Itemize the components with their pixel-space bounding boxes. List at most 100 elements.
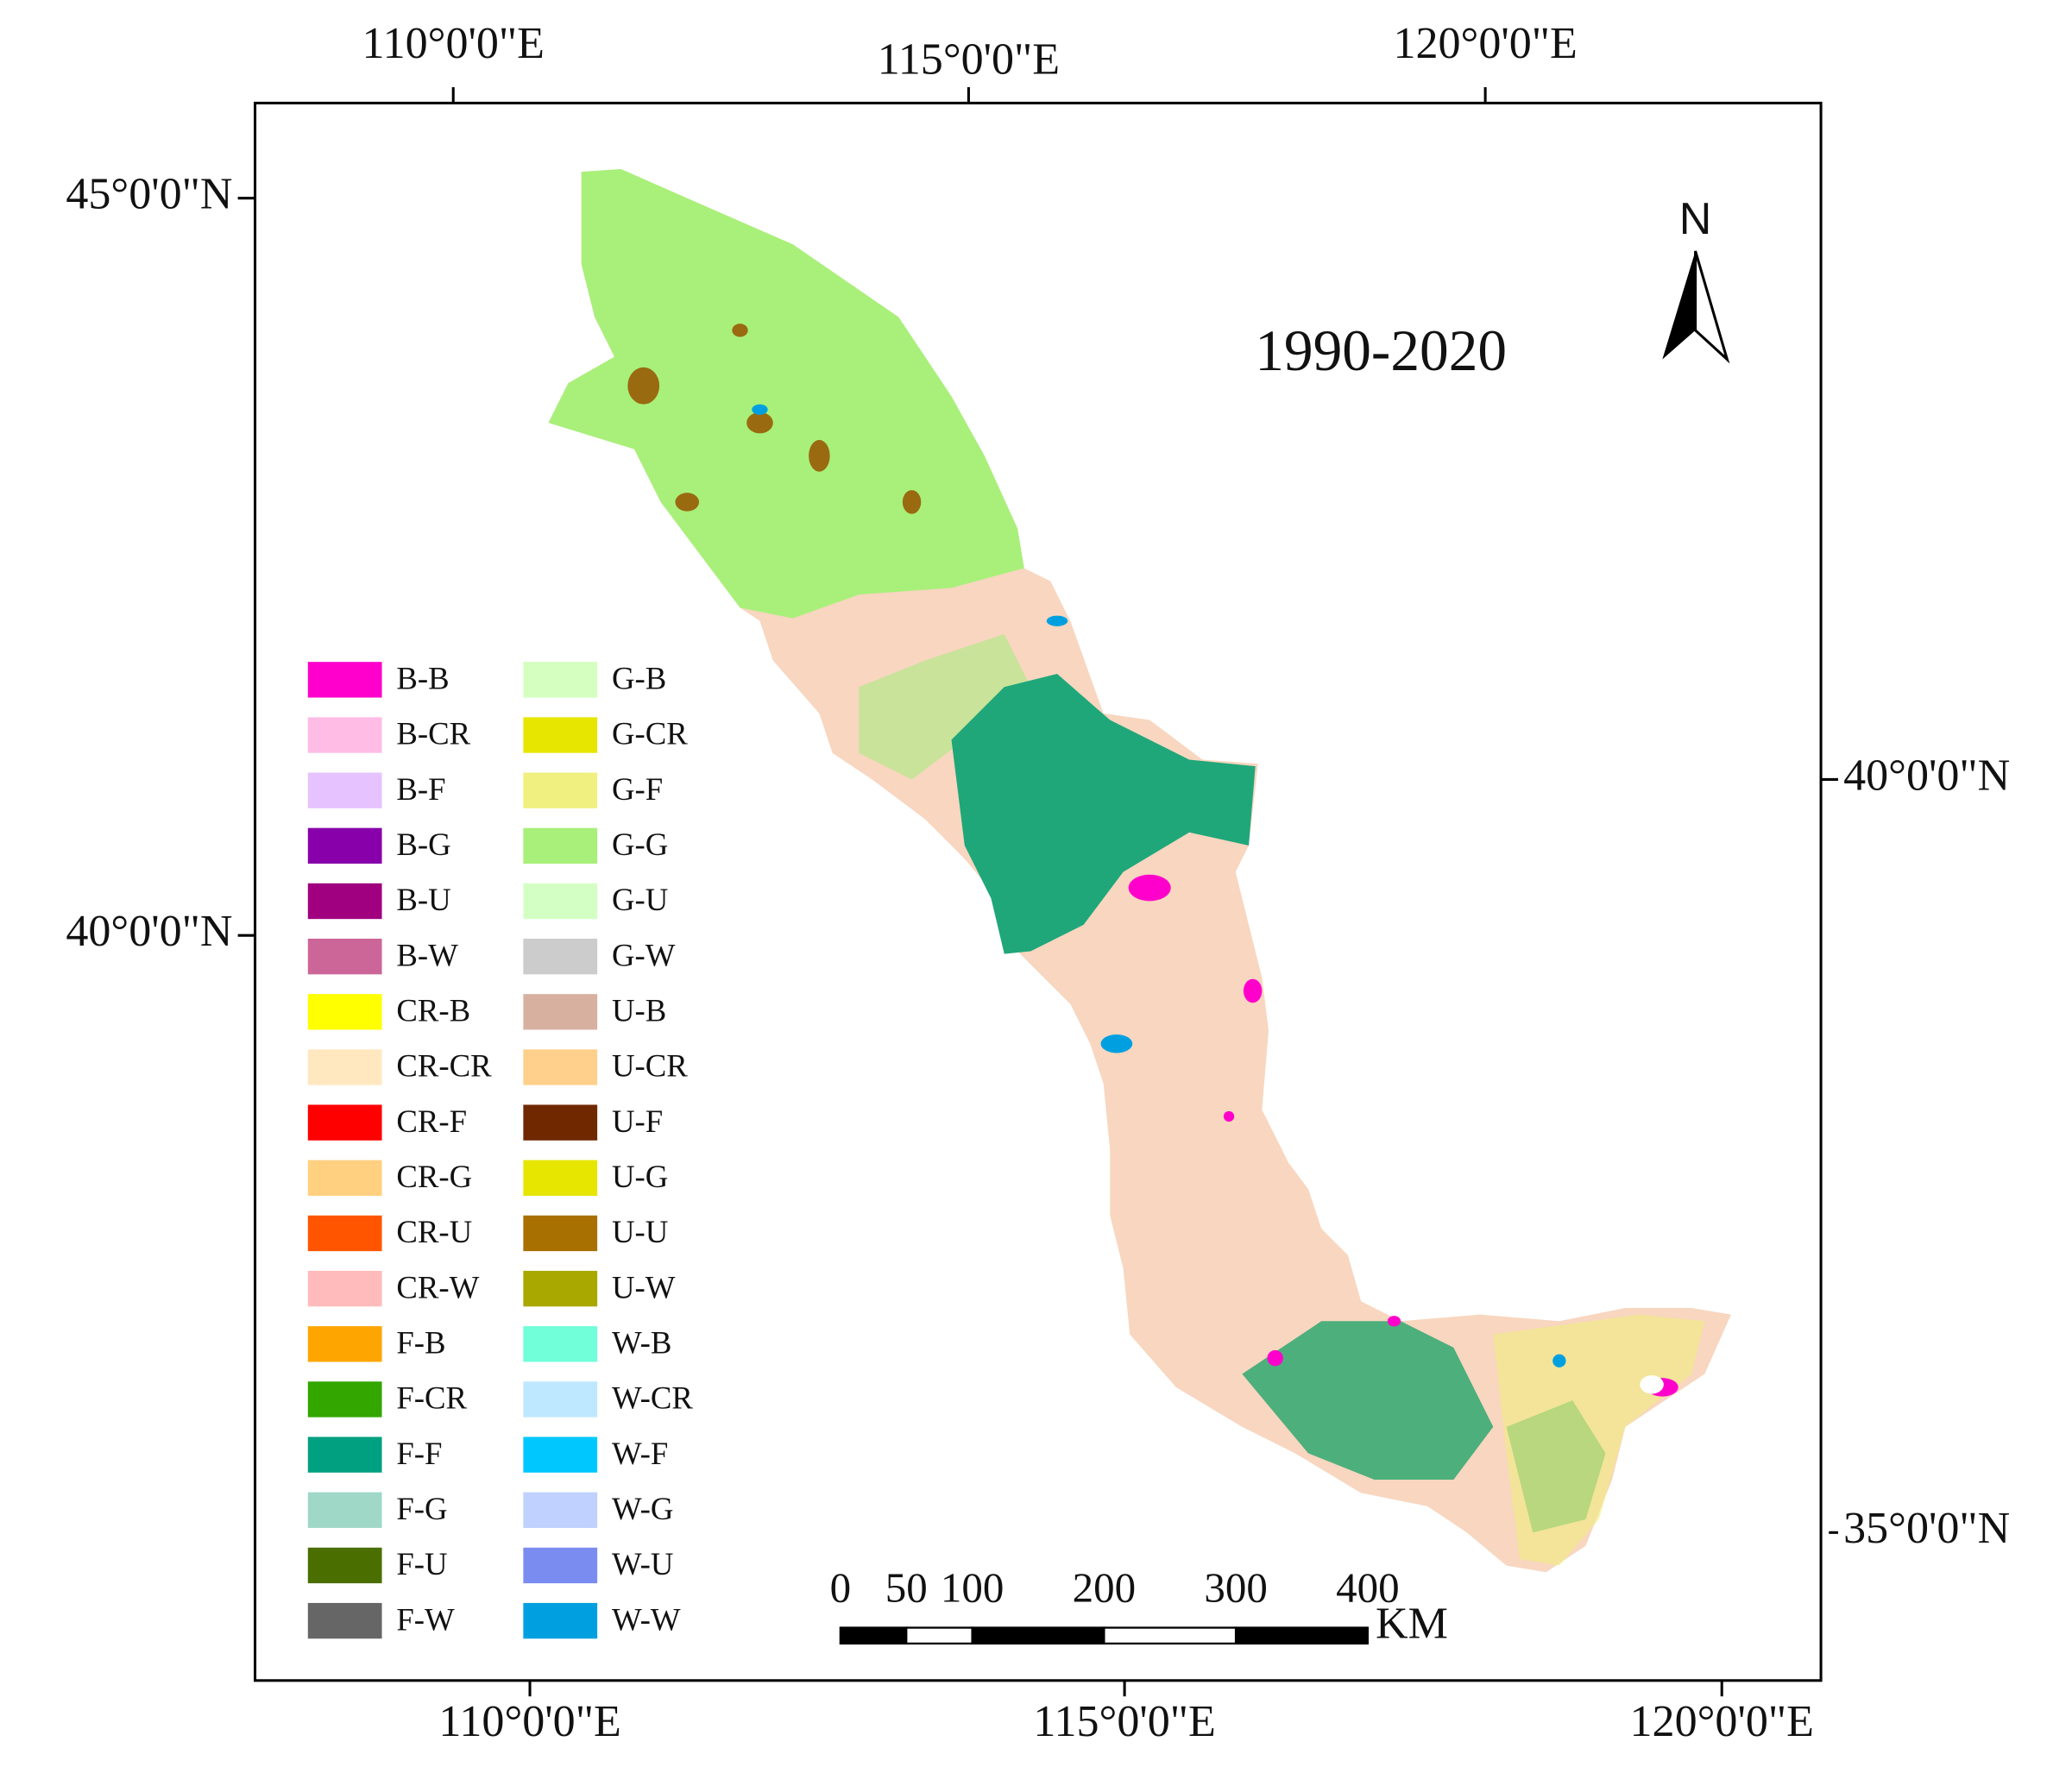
legend-swatch bbox=[307, 883, 382, 920]
legend-swatch bbox=[307, 1547, 382, 1584]
legend-label: G-G bbox=[612, 827, 668, 862]
legend-label: F-F bbox=[396, 1436, 442, 1471]
legend-swatch bbox=[307, 827, 382, 864]
forest-area bbox=[951, 673, 1256, 954]
legend-label: U-W bbox=[612, 1269, 676, 1305]
legend-swatch bbox=[307, 1437, 382, 1473]
legend-label: B-G bbox=[396, 827, 450, 862]
legend-label: W-F bbox=[612, 1436, 668, 1471]
legend-swatch bbox=[523, 827, 598, 864]
legend-swatch bbox=[523, 1104, 598, 1141]
legend-label: W-G bbox=[612, 1491, 673, 1526]
graticule-label: 110°0'0"E bbox=[438, 1697, 620, 1746]
legend-label: G-F bbox=[612, 771, 663, 807]
legend-swatch bbox=[523, 938, 598, 975]
legend-label: F-W bbox=[396, 1601, 455, 1637]
legend-swatch bbox=[307, 1381, 382, 1418]
north-arrow: N bbox=[1662, 194, 1730, 364]
legend-label: B-CR bbox=[396, 716, 470, 751]
legend-swatch bbox=[307, 1215, 382, 1252]
legend-swatch bbox=[523, 717, 598, 753]
legend-label: CR-W bbox=[396, 1269, 479, 1305]
scale-segment bbox=[1234, 1626, 1369, 1645]
map-title: 1990-2020 bbox=[1255, 318, 1507, 383]
legend-swatch bbox=[523, 994, 598, 1030]
legend-swatch bbox=[523, 1215, 598, 1252]
legend-label: B-U bbox=[396, 882, 450, 917]
legend-swatch bbox=[523, 1270, 598, 1307]
legend-swatch bbox=[523, 883, 598, 920]
legend-swatch bbox=[307, 1160, 382, 1196]
legend-swatch bbox=[307, 938, 382, 975]
legend-label: G-CR bbox=[612, 716, 688, 751]
graticule-label: 45°0'0"N bbox=[66, 170, 232, 219]
scale-label: 100 bbox=[941, 1563, 1004, 1611]
graticule-label: 120°0'0"E bbox=[1393, 19, 1577, 68]
legend-swatch bbox=[307, 1270, 382, 1307]
legend-label: CR-F bbox=[396, 1103, 467, 1139]
scale-label: 300 bbox=[1204, 1563, 1267, 1611]
arrow-right bbox=[1694, 250, 1730, 364]
legend-swatch bbox=[523, 1492, 598, 1528]
legend-swatch bbox=[523, 1326, 598, 1362]
legend-label: CR-B bbox=[396, 993, 470, 1028]
graticule-label: 110°0'0"E bbox=[362, 19, 545, 68]
legend-label: F-CR bbox=[396, 1380, 467, 1416]
legend-label: W-CR bbox=[612, 1380, 693, 1416]
legend-swatch bbox=[523, 662, 598, 698]
water-patches bbox=[752, 404, 1566, 1367]
legend-label: U-F bbox=[612, 1103, 663, 1139]
legend-swatch bbox=[307, 1049, 382, 1085]
built-patches bbox=[1128, 874, 1678, 1397]
legend-swatch bbox=[523, 1602, 598, 1639]
graticule-label: 115°0'0"E bbox=[878, 35, 1060, 84]
legend-label: G-U bbox=[612, 882, 668, 917]
legend-label: CR-U bbox=[396, 1214, 472, 1249]
legend-label: U-U bbox=[612, 1214, 668, 1249]
legend-swatch bbox=[307, 994, 382, 1030]
grassland-patch bbox=[859, 634, 1031, 780]
legend-label: B-W bbox=[396, 937, 458, 972]
legend-label: W-U bbox=[612, 1546, 673, 1581]
scale-label: 400 bbox=[1336, 1563, 1399, 1611]
scale-segment bbox=[905, 1626, 973, 1645]
legend-swatch bbox=[307, 662, 382, 698]
graticule-label: 115°0'0"E bbox=[1033, 1697, 1215, 1746]
legend-label: U-B bbox=[612, 993, 666, 1028]
legend-swatch bbox=[307, 1492, 382, 1528]
scale-segment bbox=[839, 1626, 908, 1645]
legend-swatch bbox=[307, 772, 382, 808]
legend-swatch bbox=[523, 1437, 598, 1473]
legend-swatch bbox=[523, 1049, 598, 1085]
graticule-label: 40°0'0"N bbox=[66, 907, 232, 956]
legend-label: CR-G bbox=[396, 1159, 472, 1194]
legend-label: F-U bbox=[396, 1546, 447, 1581]
legend-label: W-W bbox=[612, 1601, 681, 1637]
legend-swatch bbox=[307, 717, 382, 753]
scale-segment bbox=[1103, 1626, 1238, 1645]
legend-label: G-W bbox=[612, 937, 676, 972]
legend-label: F-B bbox=[396, 1325, 445, 1361]
graticule-label: 40°0'0"N bbox=[1843, 751, 2010, 800]
legend-swatch bbox=[523, 772, 598, 808]
legend-label: U-CR bbox=[612, 1048, 688, 1084]
legend-label: W-B bbox=[612, 1325, 671, 1361]
legend-swatch bbox=[307, 1104, 382, 1141]
graticule-label: 120°0'0"E bbox=[1630, 1697, 1814, 1746]
legend-swatch bbox=[523, 1547, 598, 1584]
scale-label: 200 bbox=[1073, 1563, 1136, 1611]
legend-swatch bbox=[307, 1326, 382, 1362]
legend-label: G-B bbox=[612, 661, 666, 696]
scale-label: 0 bbox=[830, 1563, 851, 1611]
legend-label: CR-CR bbox=[396, 1048, 492, 1084]
legend-label: B-B bbox=[396, 661, 449, 696]
lake bbox=[1640, 1375, 1664, 1394]
legend-swatch bbox=[523, 1160, 598, 1196]
legend-swatch bbox=[307, 1602, 382, 1639]
north-label: N bbox=[1679, 194, 1712, 244]
scale-label: 50 bbox=[885, 1563, 928, 1611]
legend-label: B-F bbox=[396, 771, 445, 807]
legend-swatch bbox=[523, 1381, 598, 1418]
